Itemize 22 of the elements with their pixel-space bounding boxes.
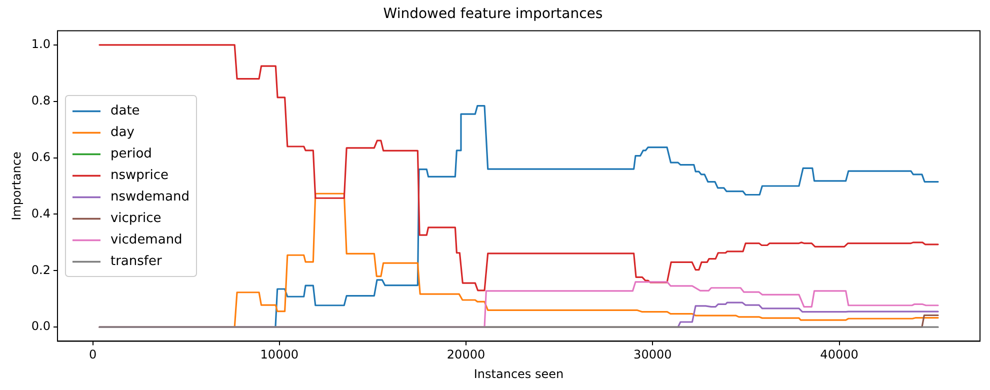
legend-label: nswdemand	[110, 190, 190, 205]
y-tick-label: 1.0	[31, 37, 50, 52]
legend-label: vicdemand	[110, 232, 182, 248]
x-tick-label: 10000	[260, 348, 298, 362]
x-tick-label: 30000	[634, 348, 672, 362]
legend-label: vicprice	[110, 211, 162, 226]
y-tick-label: 0.6	[31, 150, 50, 164]
x-axis-title: Instances seen	[474, 366, 564, 381]
y-tick-label: 0.8	[31, 93, 50, 108]
x-tick-label: 40000	[820, 348, 858, 362]
y-tick-label: 0.4	[31, 206, 50, 220]
y-tick-label: 0.0	[31, 319, 50, 334]
legend-label: transfer	[110, 254, 162, 270]
y-tick-label: 0.2	[31, 262, 50, 277]
x-tick-label: 20000	[446, 348, 486, 362]
legend-label: day	[110, 125, 135, 140]
chart-title: Windowed feature importances	[383, 6, 603, 22]
legend-label: nswprice	[110, 168, 168, 184]
x-tick-label: 0	[88, 348, 97, 362]
legend-label: date	[110, 104, 140, 119]
legend-label: period	[110, 146, 152, 162]
y-axis-title: Importance	[9, 152, 24, 220]
